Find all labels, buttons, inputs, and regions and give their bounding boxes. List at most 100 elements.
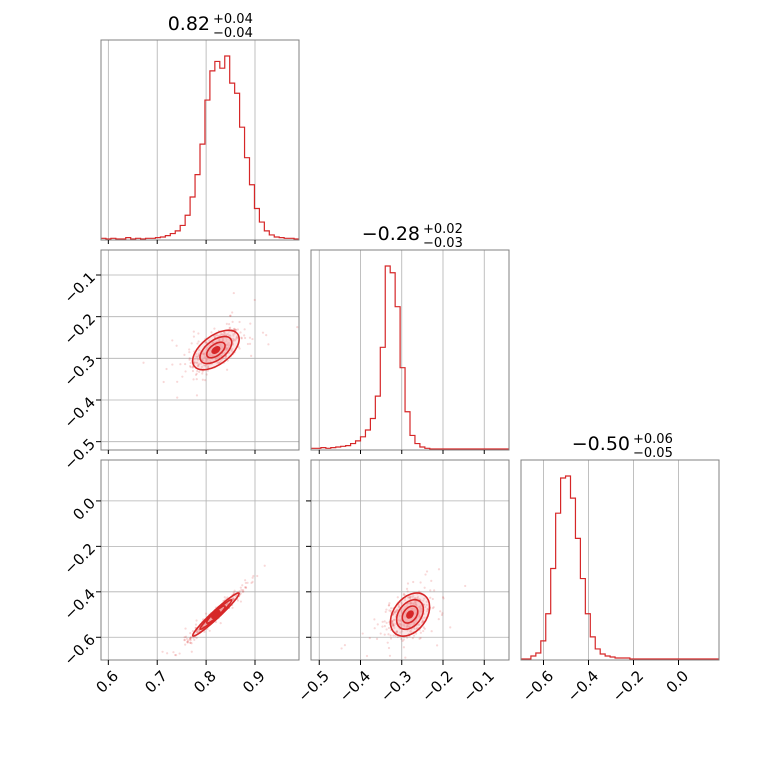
sample-point — [205, 358, 208, 361]
sample-point — [197, 353, 200, 357]
sample-point — [389, 637, 393, 640]
sample-point — [388, 654, 392, 657]
sample-point — [404, 656, 407, 659]
sample-point — [232, 338, 235, 341]
sample-point — [223, 333, 226, 336]
y-tick-label: −0.1 — [61, 268, 99, 306]
sample-point — [383, 620, 386, 623]
sample-point — [421, 619, 425, 622]
sample-point — [238, 320, 241, 324]
sample-point — [204, 364, 207, 367]
x-tick-label: −0.1 — [460, 667, 498, 705]
sample-point — [410, 622, 413, 625]
minus-error: −0.03 — [423, 236, 463, 251]
sample-point — [195, 378, 198, 381]
sample-point — [202, 364, 205, 367]
sample-point — [241, 589, 245, 592]
sample-point — [189, 641, 192, 644]
sample-point — [225, 348, 228, 351]
sample-point — [394, 610, 397, 614]
plus-error: +0.06 — [633, 432, 673, 447]
sample-point — [186, 640, 189, 643]
sample-point — [411, 637, 414, 640]
sample-point — [233, 332, 237, 335]
sample-point — [171, 339, 174, 342]
sample-point — [411, 595, 414, 599]
sample-point — [204, 612, 208, 615]
sample-point — [406, 590, 409, 593]
sample-point — [208, 629, 211, 632]
sample-point — [232, 337, 235, 340]
sample-point — [261, 331, 265, 334]
density-contour — [211, 345, 221, 355]
sample-point — [196, 369, 199, 373]
sample-point — [386, 641, 389, 644]
sample-point — [409, 595, 412, 598]
param-title-0: 0.82 +0.04−0.04 — [168, 12, 253, 41]
sample-point — [202, 353, 205, 356]
sample-point — [406, 636, 409, 639]
sample-point — [409, 602, 413, 605]
sample-point — [202, 352, 205, 355]
sample-point — [195, 353, 198, 356]
sample-point — [232, 597, 236, 601]
sample-point — [429, 596, 432, 599]
sample-point — [400, 637, 403, 641]
sample-point — [385, 628, 388, 631]
sample-point — [201, 372, 204, 375]
axes-frame — [310, 459, 510, 661]
sample-point — [240, 337, 243, 340]
sample-point — [252, 574, 255, 578]
sample-point — [410, 629, 413, 632]
sample-point — [193, 361, 196, 364]
sample-point — [409, 596, 412, 599]
sample-point — [376, 623, 379, 626]
sample-point — [195, 636, 198, 640]
sample-point — [241, 584, 244, 587]
sample-point — [402, 593, 405, 597]
sample-point — [400, 609, 403, 613]
sample-point — [392, 622, 395, 625]
y-axis-param-2: −0.6 −0.4 −0.2 0.0 — [61, 494, 101, 669]
sample-point — [183, 636, 186, 639]
sample-point — [238, 347, 241, 350]
sample-point — [236, 328, 239, 331]
sample-point — [395, 630, 399, 634]
sample-point — [224, 355, 228, 358]
sample-point — [228, 333, 231, 337]
sample-point — [217, 361, 220, 364]
sample-point — [243, 336, 247, 340]
sample-point — [421, 620, 424, 623]
sample-point — [408, 630, 412, 633]
sample-point — [229, 326, 232, 329]
sample-point — [232, 333, 235, 336]
sample-point — [215, 357, 218, 360]
sample-point — [422, 629, 425, 633]
sample-point — [224, 332, 227, 335]
sample-point — [387, 626, 391, 630]
sample-point — [405, 625, 408, 629]
axes-frame — [310, 249, 510, 451]
sample-point — [408, 602, 412, 605]
sample-point — [205, 341, 208, 344]
sample-point — [390, 607, 393, 610]
sample-point — [188, 638, 191, 641]
x-axis-param-1: −0.5 −0.4 −0.3 −0.2 −0.1 — [295, 660, 498, 706]
sample-point — [398, 619, 402, 622]
sample-point — [197, 365, 200, 368]
sample-point — [413, 620, 416, 624]
sample-point — [217, 355, 220, 359]
sample-point — [205, 373, 208, 376]
sample-point — [418, 614, 421, 618]
sample-point — [229, 314, 232, 318]
sample-point — [196, 630, 199, 633]
sample-point — [187, 639, 190, 642]
sample-point — [189, 632, 192, 635]
sample-point — [400, 602, 403, 605]
sample-point — [231, 311, 234, 314]
sample-point — [174, 653, 177, 657]
sample-point — [223, 596, 226, 599]
sample-point — [221, 337, 224, 340]
sample-point — [388, 602, 391, 605]
sample-point — [449, 626, 452, 629]
